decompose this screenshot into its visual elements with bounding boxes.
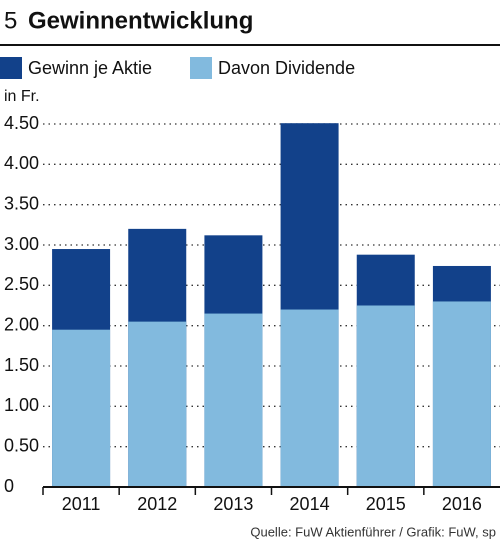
bar <box>356 305 415 487</box>
y-tick-label: 2.00 <box>4 314 39 334</box>
chart-title: Gewinnentwicklung <box>28 7 253 34</box>
x-tick-label: 2015 <box>366 494 406 514</box>
y-axis-label: in Fr. <box>4 88 40 105</box>
y-tick-label: 4.00 <box>4 153 39 173</box>
y-tick-label: 4.50 <box>4 113 39 133</box>
y-tick-label: 1.50 <box>4 355 39 375</box>
legend-swatch <box>0 57 22 79</box>
bar <box>52 329 111 487</box>
y-tick-label: 2.50 <box>4 274 39 294</box>
x-tick-label: 2014 <box>290 494 330 514</box>
x-tick-label: 2016 <box>442 494 482 514</box>
chart-number: 5 <box>4 7 17 34</box>
x-tick-label: 2011 <box>62 494 101 514</box>
y-tick-label: 3.50 <box>4 193 39 213</box>
bar <box>128 321 187 487</box>
y-tick-label: 0 <box>4 476 14 496</box>
y-tick-label: 3.00 <box>4 234 39 254</box>
y-tick-label: 0.50 <box>4 435 39 455</box>
x-tick-label: 2013 <box>213 494 253 514</box>
x-tick-label: 2012 <box>137 494 177 514</box>
legend-label: Davon Dividende <box>218 58 355 78</box>
legend-label: Gewinn je Aktie <box>28 58 152 78</box>
bar <box>204 313 263 487</box>
bar <box>432 301 491 487</box>
legend-swatch <box>190 57 212 79</box>
bar <box>280 309 339 487</box>
source: Quelle: FuW Aktienführer / Grafik: FuW, … <box>250 524 496 539</box>
y-tick-label: 1.00 <box>4 395 39 415</box>
